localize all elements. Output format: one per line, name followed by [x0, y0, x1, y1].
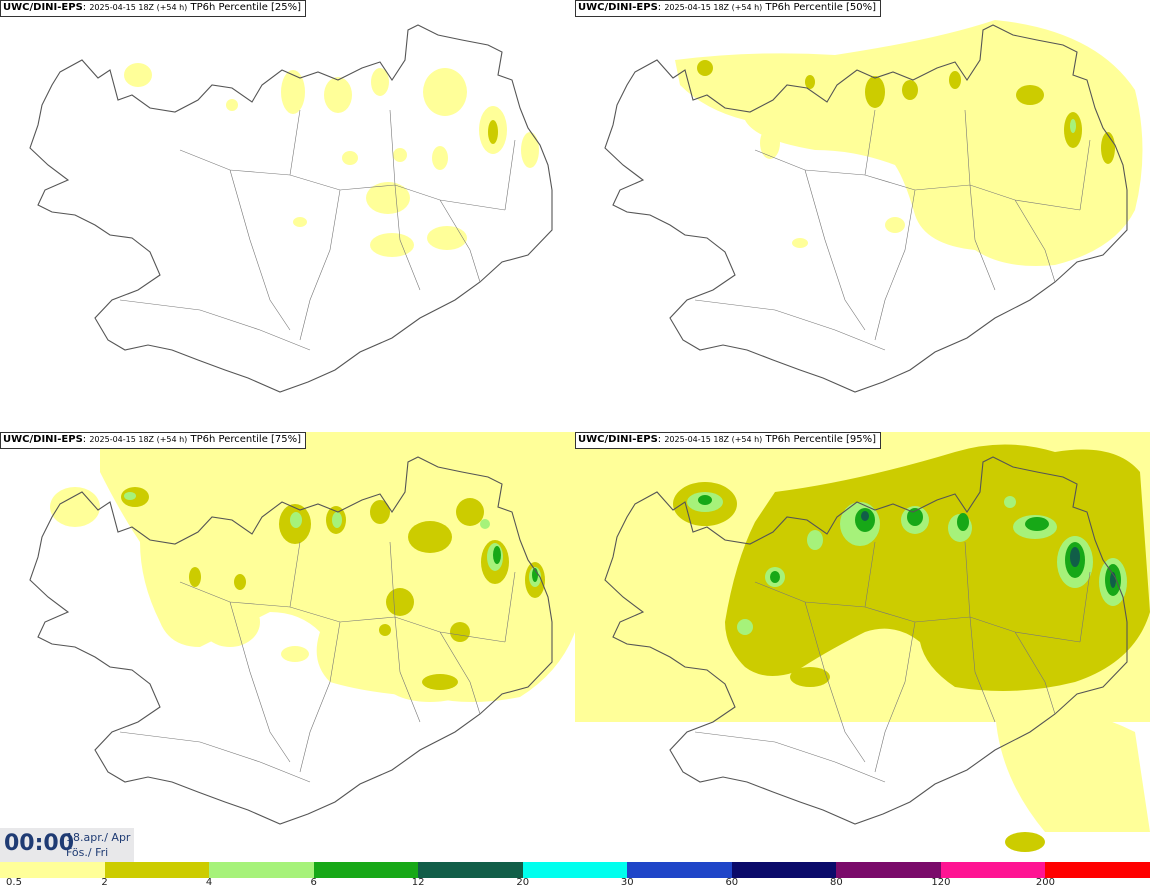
internal-lines: [119, 109, 516, 351]
internal-lines: [119, 541, 516, 783]
colorbar-segment: [209, 862, 314, 878]
valid-weekday: Fös./ Fri: [66, 846, 109, 859]
colorbar-tick-label: 60: [725, 877, 739, 888]
colorbar-tick-label: 80: [829, 877, 843, 888]
precip-light-shading: [124, 63, 539, 257]
precip-colorbar: [0, 862, 1150, 878]
precip-heavy-shading: [1070, 119, 1076, 133]
precip-heaviest-shading: [861, 511, 1116, 588]
panel-title: UWC/DINI-EPS: 2025-04-15 18Z (+54 h) TP6…: [0, 432, 307, 449]
internal-lines: [694, 541, 1091, 783]
iceland-coastline: [29, 24, 553, 393]
colorbar-ticks: 0.5 2 4 6 12 20 30 60 80 120 200: [0, 877, 1150, 891]
colorbar-segment: [1045, 862, 1150, 878]
colorbar-tick-label: 30: [620, 877, 634, 888]
colorbar-segment: [313, 862, 419, 878]
colorbar-tick-label: 6: [310, 877, 317, 888]
colorbar-tick-label: 120: [931, 877, 951, 888]
colorbar-segment: [0, 862, 105, 878]
iceland-map: [29, 24, 553, 393]
colorbar-segment: [627, 862, 732, 878]
valid-date: 18.apr./ Apr: [66, 831, 131, 844]
iceland-coastline: [29, 456, 553, 825]
colorbar-tick-label: 200: [1035, 877, 1055, 888]
panel-title: UWC/DINI-EPS: 2025-04-15 18Z (+54 h) TP6…: [575, 0, 882, 17]
colorbar-segment: [940, 862, 1046, 878]
internal-lines: [694, 109, 1091, 351]
map-panel-p50: UWC/DINI-EPS: 2025-04-15 18Z (+54 h) TP6…: [575, 0, 1150, 432]
iceland-map: [575, 432, 1150, 852]
colorbar-tick-label: 4: [205, 877, 213, 888]
iceland-coastline: [604, 24, 1128, 393]
colorbar-tick-label: 2: [101, 877, 108, 888]
valid-time-box: 00:00 18.apr./ Apr Fös./ Fri: [0, 828, 134, 862]
map-panel-p25: UWC/DINI-EPS: 2025-04-15 18Z (+54 h) TP6…: [0, 0, 575, 432]
colorbar-segment: [522, 862, 628, 878]
iceland-coastline: [604, 456, 1128, 825]
colorbar-tick-label: 12: [411, 877, 425, 888]
colorbar-tick-label: 20: [516, 877, 530, 888]
precip-moderate-shading: [488, 120, 498, 144]
precip-light-shading: [675, 20, 1143, 266]
iceland-map: [604, 20, 1143, 393]
colorbar-segment: [418, 862, 523, 878]
panel-title: UWC/DINI-EPS: 2025-04-15 18Z (+54 h) TP6…: [575, 432, 882, 449]
colorbar-segment: [836, 862, 941, 878]
colorbar-segment: [104, 862, 210, 878]
colorbar-segment: [731, 862, 837, 878]
map-panel-p95: UWC/DINI-EPS: 2025-04-15 18Z (+54 h) TP6…: [575, 432, 1150, 864]
panel-title: UWC/DINI-EPS: 2025-04-15 18Z (+54 h) TP6…: [0, 0, 307, 17]
colorbar-tick-label: 0.5: [6, 877, 22, 888]
valid-time-clock: 00:00: [4, 831, 75, 856]
map-panel-p75: UWC/DINI-EPS: 2025-04-15 18Z (+54 h) TP6…: [0, 432, 575, 864]
iceland-map: [29, 432, 575, 825]
